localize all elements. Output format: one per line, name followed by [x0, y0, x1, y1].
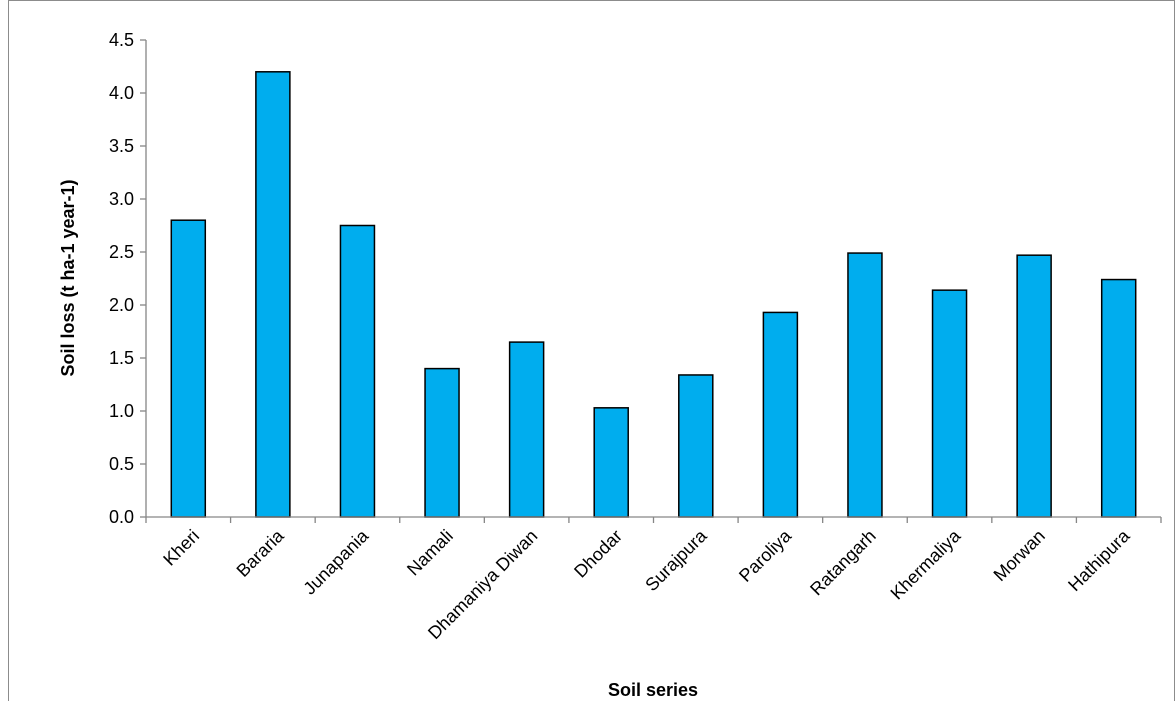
- x-tick-label: Junapania: [299, 525, 373, 599]
- x-tick-label: Morwan: [990, 526, 1049, 585]
- bar-junapania: [339, 224, 376, 518]
- x-tick-label: Khermaliya: [887, 525, 966, 604]
- bar-kheri: [170, 219, 207, 518]
- y-tick-label: 4.0: [109, 83, 134, 103]
- bar-surajpura: [678, 374, 714, 518]
- y-tick-label: 2.0: [109, 295, 134, 315]
- y-axis-title: Soil loss (t ha-1 year-1): [58, 179, 78, 376]
- x-tick-label: Dhodar: [570, 526, 626, 582]
- x-tick-label: Surajpura: [641, 525, 711, 595]
- y-tick-label: 1.5: [109, 348, 134, 368]
- bar-bararia: [255, 71, 291, 518]
- bars-layer: [170, 71, 1137, 518]
- y-tick-label: 0.0: [109, 507, 134, 527]
- y-tick-label: 4.5: [109, 30, 134, 50]
- y-tick-label: 2.5: [109, 242, 134, 262]
- x-tick-label: Paroliya: [735, 525, 796, 586]
- x-tick-label: Hathipura: [1064, 525, 1134, 595]
- x-tick-label: Bararia: [233, 525, 289, 581]
- bar-hathipura: [1100, 278, 1137, 518]
- x-tick-label: Namali: [403, 526, 457, 580]
- y-tick-label: 3.5: [109, 136, 134, 156]
- x-axis-title: Soil series: [608, 680, 698, 700]
- x-tick-label: Kheri: [159, 526, 203, 570]
- y-tick-label: 1.0: [109, 401, 134, 421]
- y-tick-label: 3.0: [109, 189, 134, 209]
- x-tick-label: Ratangarh: [806, 526, 880, 600]
- bar-namali: [424, 367, 460, 518]
- bar-morwan: [1016, 254, 1052, 518]
- y-tick-label: 0.5: [109, 454, 134, 474]
- bar-dhamaniya-diwan: [508, 341, 545, 518]
- bar-ratangarh: [847, 252, 883, 518]
- axes-layer: [140, 39, 1162, 523]
- bar-dhodar: [593, 407, 629, 518]
- bar-khermaliya: [931, 289, 968, 518]
- chart-frame: [8, 0, 1175, 701]
- bar-paroliya: [762, 311, 799, 518]
